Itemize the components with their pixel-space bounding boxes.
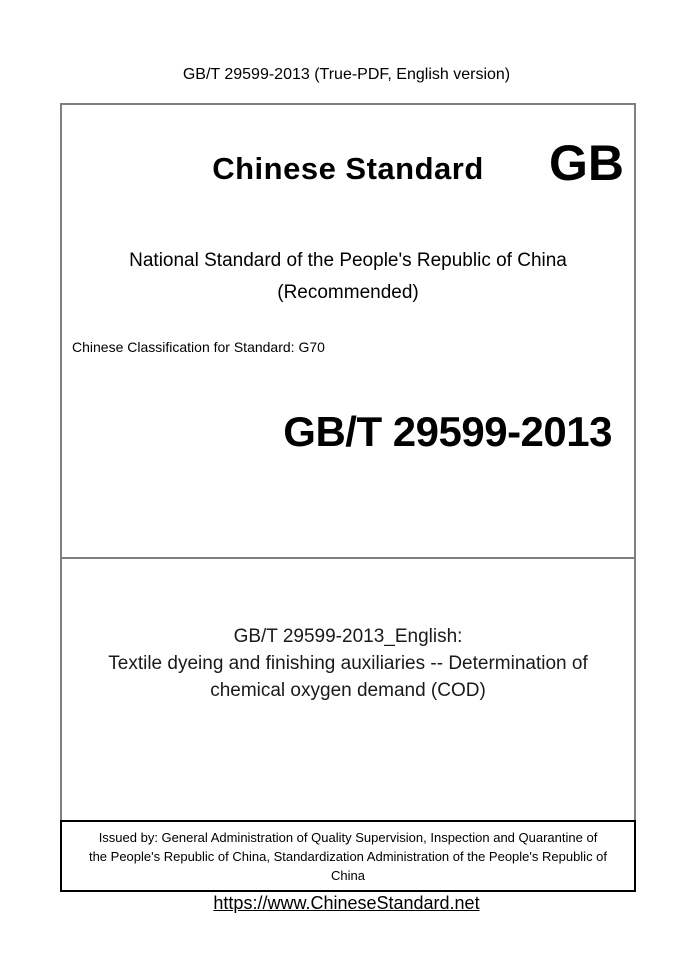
issued-by-line-2: the People's Republic of China, Standard… (88, 849, 608, 864)
issued-by-box: Issued by: General Administration of Qua… (60, 820, 636, 892)
english-title-block: GB/T 29599-2013_English: Textile dyeing … (62, 623, 634, 704)
english-title-line-3: chemical oxygen demand (COD) (210, 680, 486, 701)
english-title-line-1: GB/T 29599-2013_English: (233, 626, 463, 647)
recommended-line: (Recommended) (277, 282, 419, 303)
classification-line: Chinese Classification for Standard: G70 (72, 339, 325, 355)
website-link[interactable]: https://www.ChineseStandard.net (213, 893, 480, 913)
standard-code: GB/T 29599-2013 (283, 408, 612, 455)
issued-by-line-3: China (331, 868, 365, 883)
section-divider (60, 557, 636, 559)
brand-code-gb: GB (549, 135, 624, 191)
cover-box: Chinese Standard GB National Standard of… (60, 103, 636, 892)
issued-by-line-1: Issued by: General Administration of Qua… (98, 830, 598, 845)
national-standard-line: National Standard of the People's Republ… (129, 250, 567, 271)
english-title-line-2: Textile dyeing and finishing auxiliaries… (108, 653, 588, 674)
document-header-line: GB/T 29599-2013 (True-PDF, English versi… (182, 66, 511, 83)
footer: https://www.ChineseStandard.net (0, 893, 693, 914)
national-standard-block: National Standard of the People's Republ… (62, 245, 634, 309)
brand-title: Chinese Standard (212, 151, 484, 186)
